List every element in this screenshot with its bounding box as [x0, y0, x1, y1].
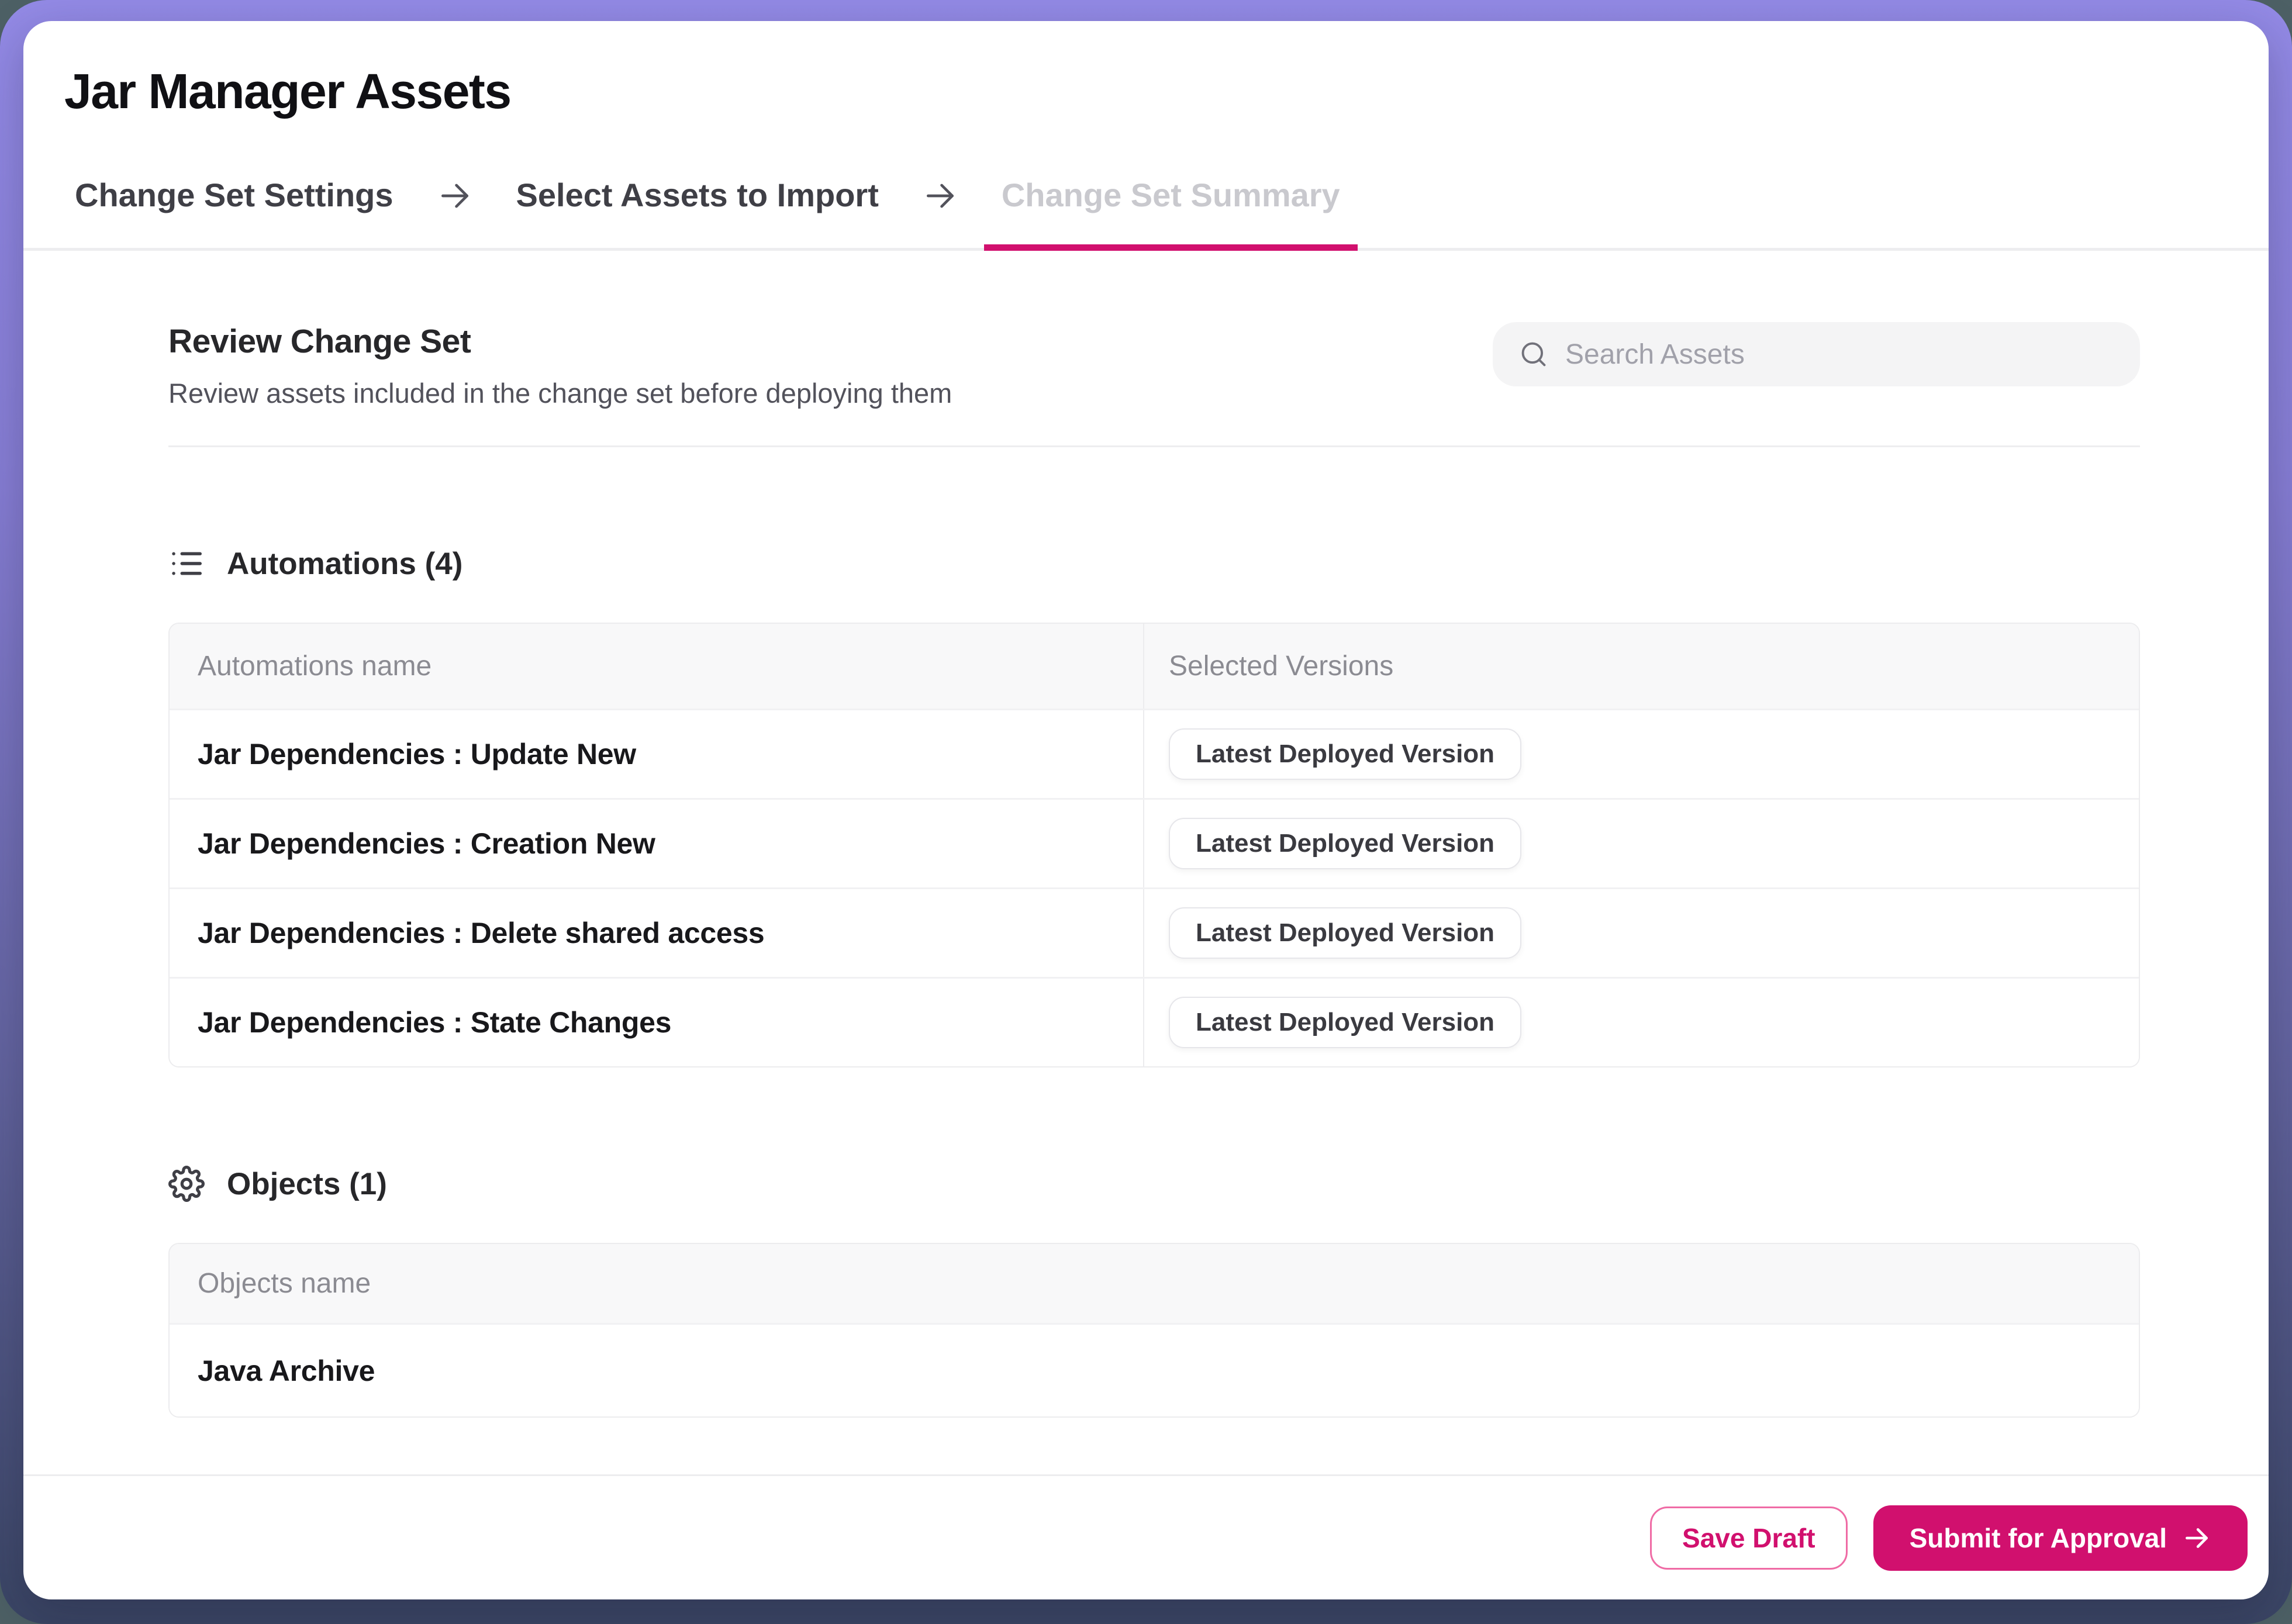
search-icon: [1521, 342, 1546, 367]
search-assets-box[interactable]: [1493, 322, 2140, 386]
automation-name: Jar Dependencies : Creation New: [198, 827, 655, 860]
section-divider: [168, 445, 2140, 447]
wizard-stepper: Change Set Settings Select Assets to Imp…: [23, 176, 2269, 251]
review-subheading: Review assets included in the change set…: [168, 378, 952, 409]
version-selector-badge[interactable]: Latest Deployed Version: [1169, 997, 1522, 1048]
search-input[interactable]: [1565, 338, 2114, 371]
automation-name: Jar Dependencies : State Changes: [198, 1006, 672, 1039]
review-header-row: Review Change Set Review assets included…: [168, 322, 2140, 409]
automations-count-label: Automations (4): [227, 546, 463, 581]
submit-label: Submit for Approval: [1909, 1522, 2167, 1553]
objects-count-label: Objects (1): [227, 1166, 387, 1201]
table-row: Jar Dependencies : Creation New Latest D…: [170, 798, 2139, 887]
list-icon: [172, 552, 202, 575]
column-header-automations-name: Automations name: [198, 651, 432, 682]
main-content: Review Change Set Review assets included…: [23, 251, 2269, 1418]
gear-icon: [168, 1166, 205, 1202]
review-heading: Review Change Set: [168, 323, 471, 360]
automations-table-header: Automations name Selected Versions: [170, 624, 2139, 709]
jar-manager-panel: Jar Manager Assets Change Set Settings S…: [23, 21, 2269, 1599]
page-title: Jar Manager Assets: [64, 64, 512, 119]
footer-action-bar: Save Draft Submit for Approval: [23, 1474, 2269, 1599]
version-selector-badge[interactable]: Latest Deployed Version: [1169, 818, 1522, 869]
version-selector-badge[interactable]: Latest Deployed Version: [1169, 907, 1522, 959]
automation-name: Jar Dependencies : Delete shared access: [198, 917, 765, 949]
version-selector-badge[interactable]: Latest Deployed Version: [1169, 728, 1522, 780]
column-header-selected-versions: Selected Versions: [1143, 624, 2139, 709]
submit-for-approval-button[interactable]: Submit for Approval: [1873, 1505, 2248, 1571]
table-row: Jar Dependencies : State Changes Latest …: [170, 977, 2139, 1066]
arrow-right-icon: [437, 178, 473, 248]
objects-table: Objects name Java Archive: [168, 1243, 2140, 1418]
review-heading-block: Review Change Set Review assets included…: [168, 322, 952, 409]
arrow-right-icon: [922, 178, 958, 248]
automations-section-title: Automations (4): [168, 545, 2140, 582]
automations-table: Automations name Selected Versions Jar D…: [168, 623, 2140, 1067]
objects-section-title: Objects (1): [168, 1166, 2140, 1202]
table-row: Jar Dependencies : Delete shared access …: [170, 887, 2139, 977]
save-draft-button[interactable]: Save Draft: [1650, 1506, 1848, 1570]
column-header-objects-name: Objects name: [198, 1268, 371, 1299]
table-row: Java Archive: [170, 1323, 2139, 1416]
automation-name: Jar Dependencies : Update New: [198, 738, 636, 770]
table-row: Jar Dependencies : Update New Latest Dep…: [170, 709, 2139, 798]
arrow-right-icon: [2186, 1528, 2208, 1548]
tab-change-set-summary[interactable]: Change Set Summary: [983, 176, 1358, 251]
tab-change-set-settings[interactable]: Change Set Settings: [57, 176, 411, 248]
tab-select-assets-to-import[interactable]: Select Assets to Import: [499, 176, 896, 248]
object-name: Java Archive: [198, 1354, 375, 1387]
objects-table-header: Objects name: [170, 1244, 2139, 1323]
